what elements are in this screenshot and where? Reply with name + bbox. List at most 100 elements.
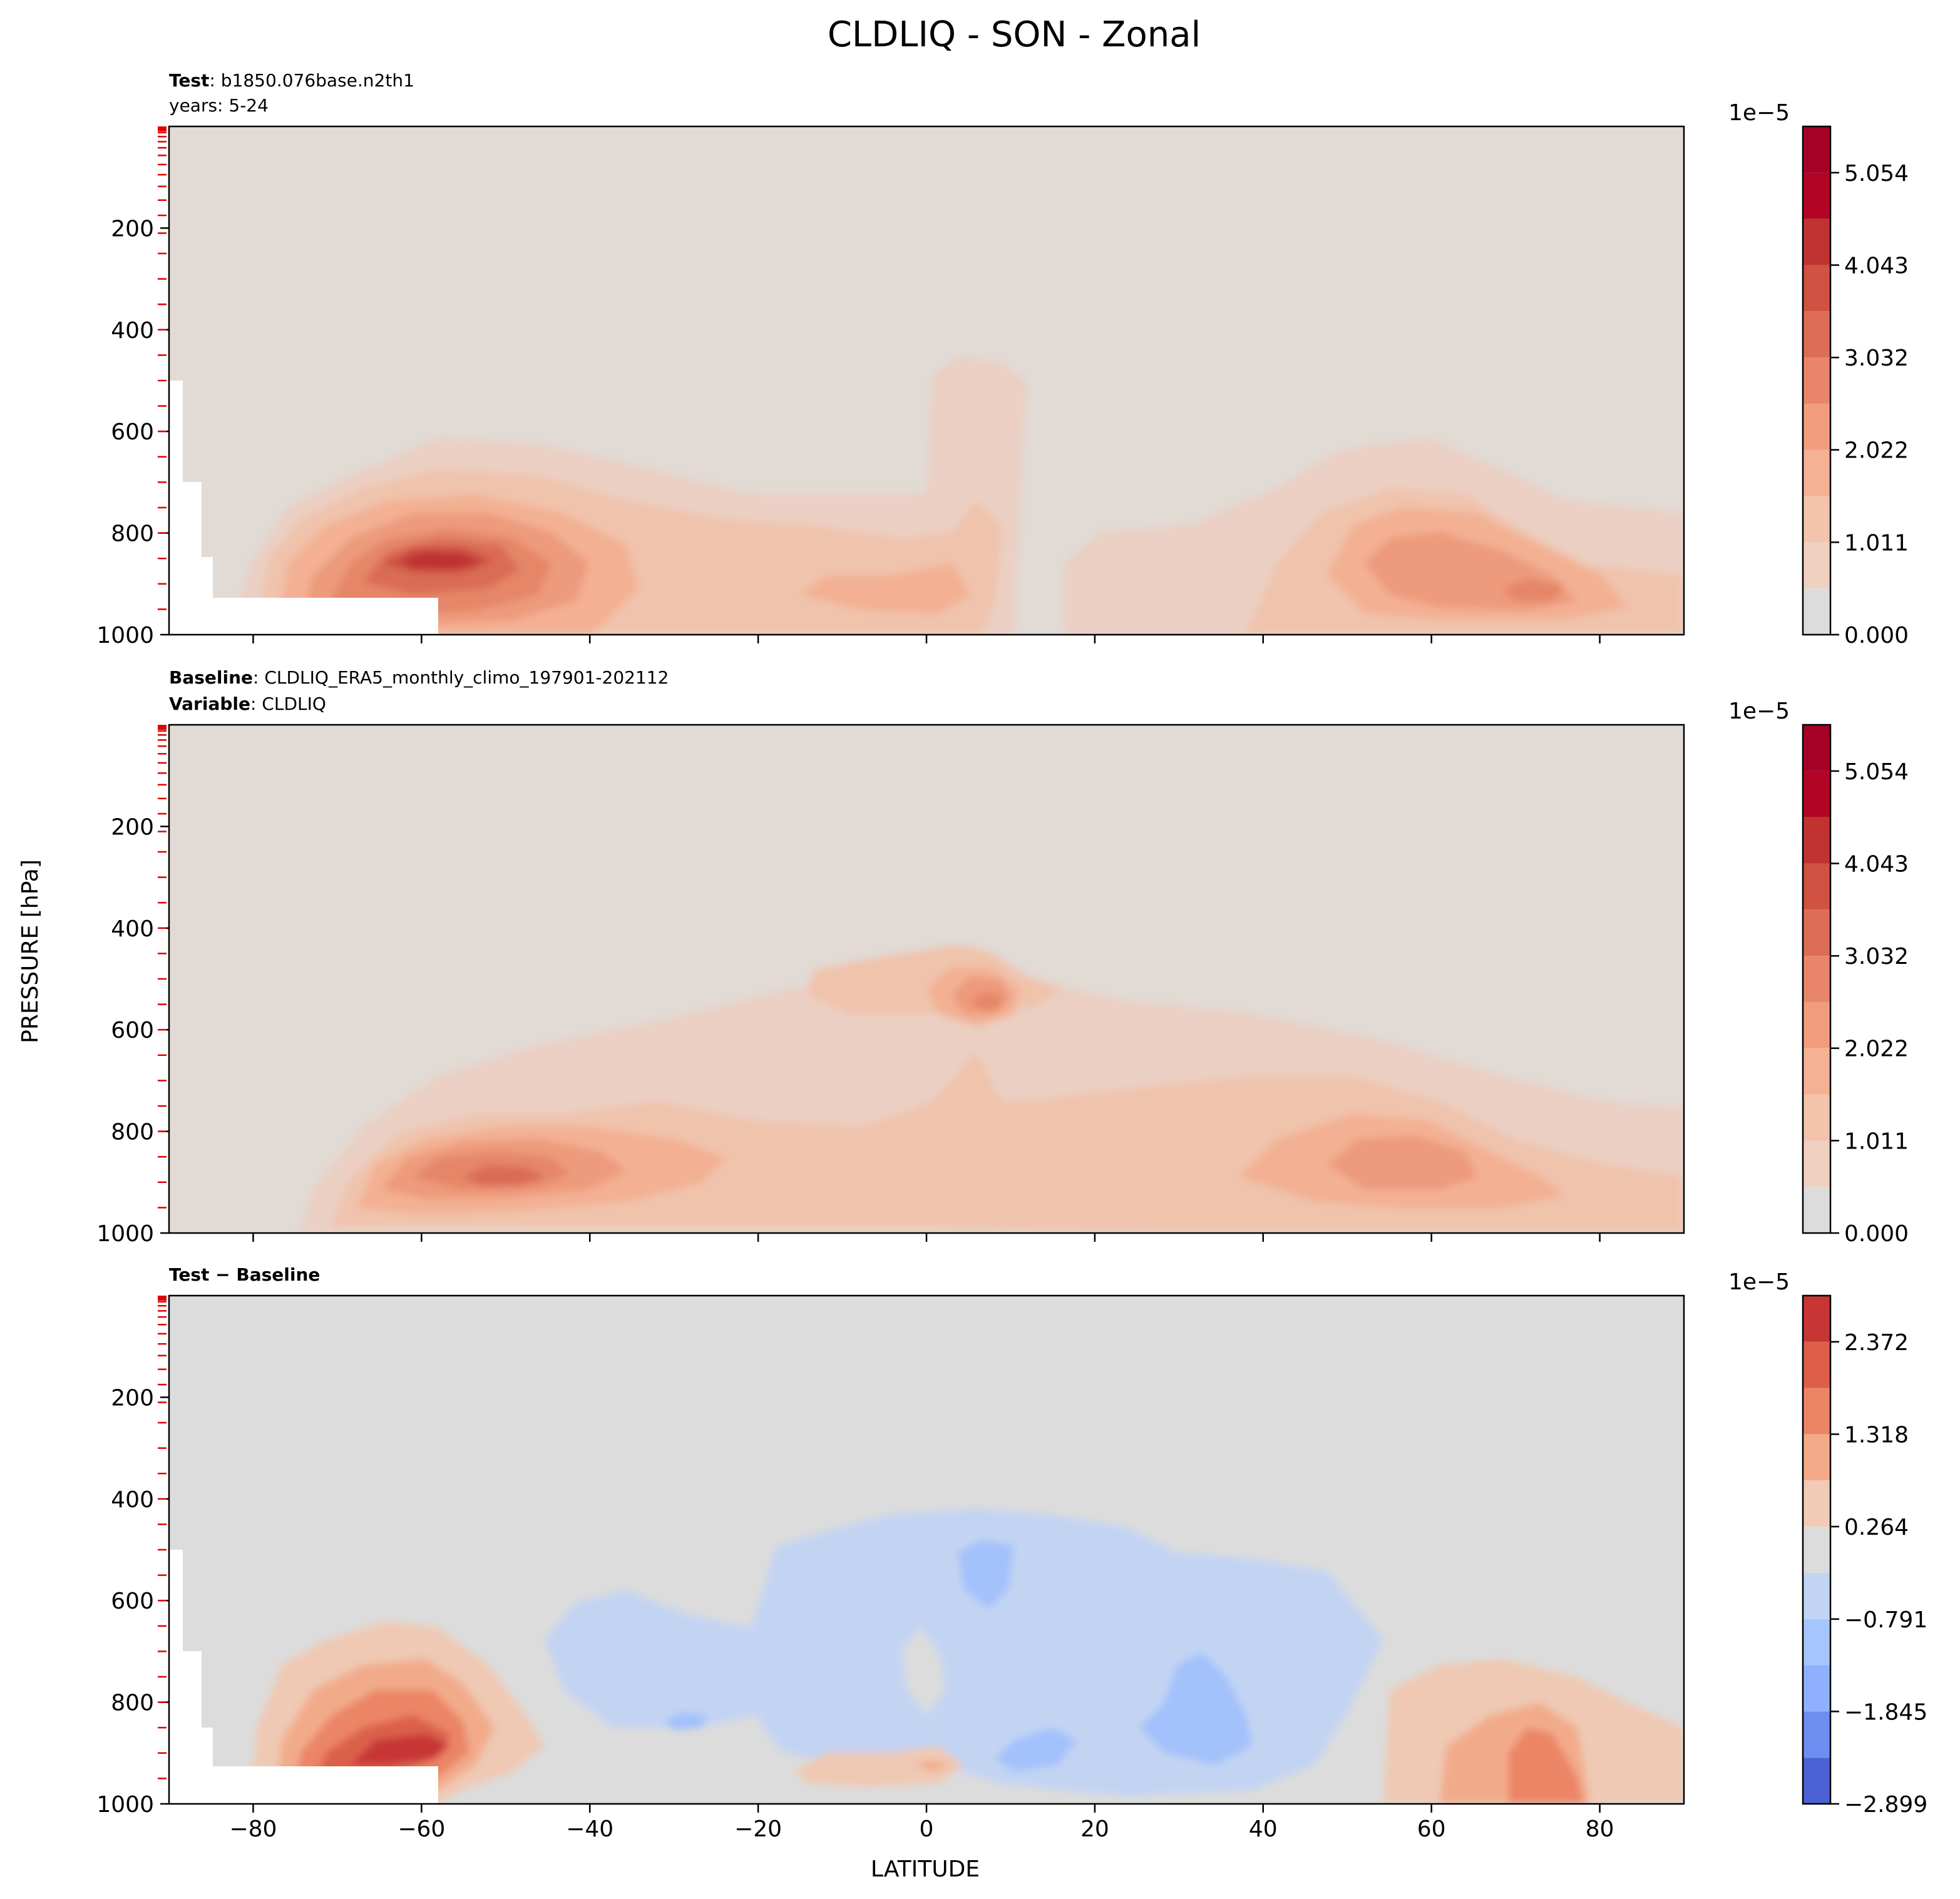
contour-band [914,1760,952,1771]
contour-band [801,563,970,613]
colorbar-tick-label: 2.022 [1844,438,1909,464]
level-markers [158,126,167,610]
colorbar-tick-label: 1.011 [1844,530,1909,556]
contour-band [995,1728,1077,1771]
colorbar-segment [1803,1527,1830,1573]
colorbar-segment [1803,496,1830,543]
panel-header-line2: Variable: CLDLIQ [169,694,326,714]
x-tick-label: −40 [566,1816,613,1842]
colorbar-tick-label: 5.054 [1844,161,1909,187]
colorbar-segment [1803,1480,1830,1527]
contour-band [1502,579,1565,601]
colorbar-tick-label: −1.845 [1844,1699,1927,1725]
colorbar-frame [1802,125,1832,636]
header-bold: Test − Baseline [169,1264,320,1285]
contour-band [463,1165,545,1186]
panel-header-line2: years: 5-24 [169,95,269,116]
x-ticks: −80 −60 −40 −20 0 20 40 60 80 [229,1804,1614,1842]
colorbar-tick-label: 4.043 [1844,852,1909,878]
colorbar-segment [1803,1187,1830,1233]
x-tick-label: 20 [1080,1816,1109,1842]
y-ticks: 200 400 600 800 1000 [96,1385,169,1818]
colorbar-segment [1803,449,1830,496]
y-tick-label: 200 [111,216,154,242]
panel-difference: Test − Baseline [96,1264,1927,1842]
y-ticks: 200 400 600 800 1000 [96,814,169,1247]
header-rest: : CLDLIQ [250,694,326,714]
contour-field-test [169,126,1684,635]
colorbar-segment [1803,956,1830,1002]
contour-band [351,1734,451,1765]
y-tick-label: 200 [111,1385,154,1411]
colorbar-segment [1803,1434,1830,1481]
colorbar-tick-label: −0.791 [1844,1607,1927,1633]
colorbar-exponent: 1e−5 [1728,699,1790,724]
colorbar-segment [1803,172,1830,219]
contour-band [401,551,482,570]
x-tick-label: 80 [1586,1816,1614,1842]
x-tick-label: 40 [1249,1816,1278,1842]
colorbar-tick-label: 0.000 [1844,1221,1909,1247]
colorbar-tick-label: 1.318 [1844,1422,1909,1448]
colorbar-tick-label: 2.372 [1844,1330,1909,1356]
contour-band [770,1152,995,1189]
x-tick-label: 60 [1417,1816,1446,1842]
colorbar-segment [1803,1296,1830,1342]
header-bold: Test [169,70,209,91]
missing-data-region [169,1550,438,1804]
panel-header-line1: Test: b1850.076base.n2th1 [169,70,414,91]
contour-band [795,1746,964,1787]
level-markers [158,1296,167,1779]
colorbar-tick-label: 1.011 [1844,1129,1909,1154]
colorbar-tick-label: 0.000 [1844,623,1909,648]
panel-baseline: Baseline: CLDLIQ_ERA5_monthly_climo_1979… [96,667,1909,1247]
panel-header-line1: Test − Baseline [169,1264,320,1285]
contour-band [901,1627,945,1715]
y-tick-label: 400 [111,1487,154,1513]
contour-band [664,1712,707,1731]
x-tick-label: −80 [229,1816,277,1842]
colorbar-segment [1803,265,1830,312]
header-bold: Baseline [169,667,253,688]
x-axis-label: LATITUDE [871,1856,980,1882]
y-tick-label: 1000 [96,1221,154,1247]
y-tick-label: 1000 [96,623,154,648]
colorbar-tick-label: 3.032 [1844,944,1909,970]
colorbar-segment [1803,770,1830,817]
panel-test: Test: b1850.076base.n2th1 years: 5-24 [96,70,1909,648]
colorbar-segment [1803,1140,1830,1187]
colorbar-tick-label: 2.022 [1844,1037,1909,1062]
colorbar-segment [1803,1572,1830,1619]
colorbar-tick-label: 3.032 [1844,346,1909,371]
colorbar-segment [1803,542,1830,589]
x-ticks [252,1233,1601,1242]
colorbar-segment [1803,1341,1830,1388]
y-axis-label: PRESSURE [hPa] [18,859,43,1043]
colorbar-tick-label: 4.043 [1844,253,1909,279]
model-level-marker [158,126,167,131]
y-ticks: 200 400 600 800 1000 [96,216,169,648]
colorbar-tick-label: −2.899 [1844,1792,1927,1818]
contour-band [970,992,1002,1011]
contour-field-difference [169,1296,1684,1804]
level-markers [158,725,167,1209]
colorbar-segment [1803,1619,1830,1666]
panel-header-line1: Baseline: CLDLIQ_ERA5_monthly_climo_1979… [169,667,669,688]
colorbar-segment [1803,218,1830,265]
header-bold: Variable [169,694,250,714]
colorbar-segment [1803,126,1830,173]
colorbar-segment [1803,357,1830,404]
colorbar-frame [1802,1294,1832,1805]
y-tick-label: 200 [111,814,154,840]
colorbar: 0.000 1.011 2.022 3.032 4.043 5.054 [1802,125,1909,648]
colorbar-segment [1803,725,1830,771]
colorbar-segment [1803,1388,1830,1435]
x-tick-label: −20 [734,1816,782,1842]
contour-band [1139,1652,1252,1765]
contour-band [958,1540,1014,1609]
colorbar-segment [1803,311,1830,358]
colorbar-tick-label: 0.264 [1844,1515,1909,1540]
colorbar: −2.899 −1.845 −0.791 0.264 1.318 2.372 [1802,1294,1927,1818]
colorbar-segment [1803,1094,1830,1141]
